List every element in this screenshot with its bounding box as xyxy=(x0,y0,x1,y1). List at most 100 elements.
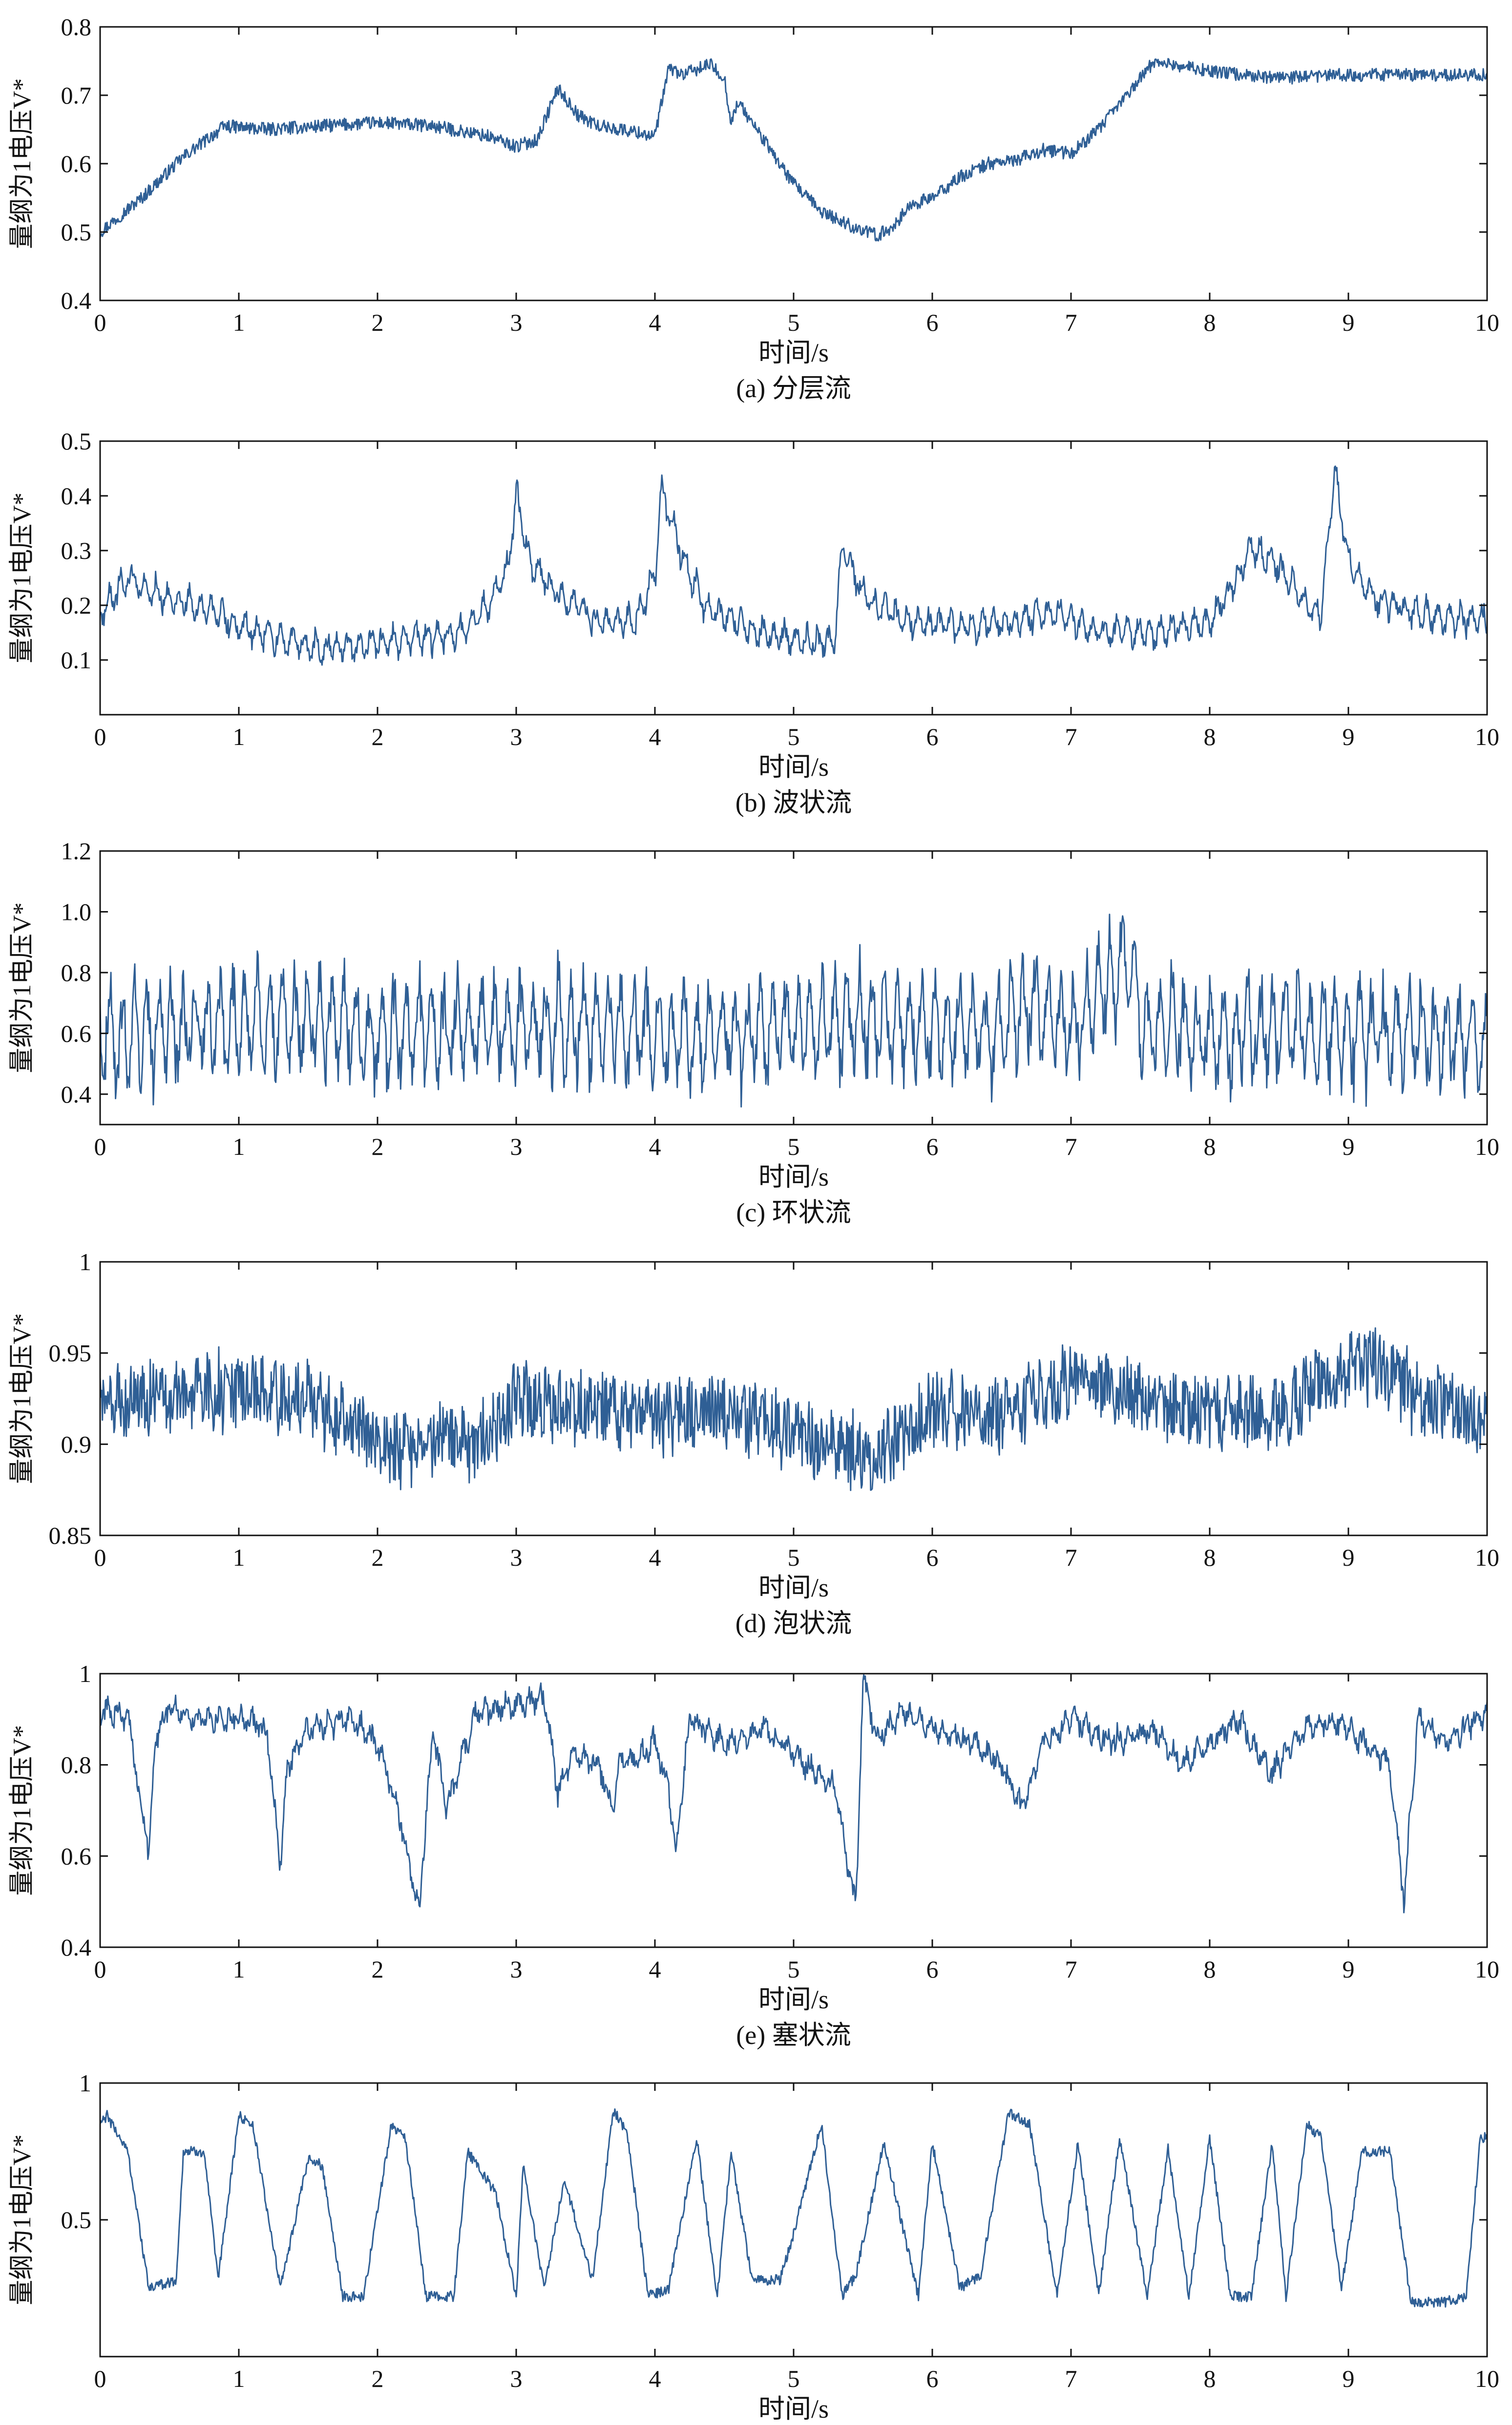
x-axis-label: 时间/s xyxy=(758,1985,829,2014)
x-tick-label: 3 xyxy=(510,2365,523,2392)
x-axis-label: 时间/s xyxy=(758,2394,829,2424)
x-tick-label: 7 xyxy=(1065,1133,1077,1160)
y-axis-label: 量纲为1电压V* xyxy=(8,2134,36,2305)
x-tick-label: 5 xyxy=(788,1133,800,1160)
x-tick-label: 10 xyxy=(1475,1544,1499,1571)
x-tick-label: 7 xyxy=(1065,1544,1077,1571)
panel-caption: (b) 波状流 xyxy=(735,788,852,817)
x-tick-label: 4 xyxy=(649,309,661,336)
x-tick-label: 5 xyxy=(788,1544,800,1571)
x-tick-label: 4 xyxy=(649,723,661,750)
x-tick-label: 3 xyxy=(510,1133,523,1160)
x-tick-label: 10 xyxy=(1475,1956,1499,1983)
x-tick-label: 0 xyxy=(94,723,106,750)
x-tick-label: 10 xyxy=(1475,2365,1499,2392)
x-tick-label: 3 xyxy=(510,309,523,336)
data-line-a xyxy=(99,58,1488,242)
x-tick-label: 4 xyxy=(649,1956,661,1983)
y-axis-label: 量纲为1电压V* xyxy=(8,492,36,663)
chart-panel-d: 0 1 2 3 4 5 6 7 8 9 10 0.85 0.9 0.95 1 时间/s 量纲为1电压V* (d) … xyxy=(8,1248,1499,1638)
panel-caption: (a) 分层流 xyxy=(736,374,851,403)
data-line-e xyxy=(99,1674,1488,1914)
y-tick-label: 0.5 xyxy=(61,2206,92,2234)
x-tick-label: 2 xyxy=(372,2365,384,2392)
x-tick-label: 7 xyxy=(1065,309,1077,336)
x-tick-label: 10 xyxy=(1475,1133,1499,1160)
x-tick-label: 2 xyxy=(372,309,384,336)
y-axis-label: 量纲为1电压V* xyxy=(8,1725,36,1896)
y-tick-label: 0.9 xyxy=(61,1430,92,1458)
x-tick-label: 0 xyxy=(94,2365,106,2392)
y-axis-label: 量纲为1电压V* xyxy=(8,1313,36,1484)
x-tick-label: 3 xyxy=(510,723,523,750)
y-axis-label: 量纲为1电压V* xyxy=(8,78,36,249)
x-tick-label: 2 xyxy=(372,1133,384,1160)
y-tick-label: 1 xyxy=(79,1660,91,1687)
y-tick-label: 0.3 xyxy=(61,537,92,564)
y-tick-label: 0.8 xyxy=(61,1751,92,1779)
x-tick-label: 3 xyxy=(510,1544,523,1571)
x-tick-label: 5 xyxy=(788,2365,800,2392)
x-tick-label: 2 xyxy=(372,1544,384,1571)
x-tick-label: 7 xyxy=(1065,2365,1077,2392)
x-tick-label: 7 xyxy=(1065,723,1077,750)
x-axis-label: 时间/s xyxy=(758,338,829,367)
y-tick-label: 0.2 xyxy=(61,592,92,619)
x-tick-label: 8 xyxy=(1204,309,1216,336)
y-tick-label: 0.85 xyxy=(49,1522,92,1549)
x-tick-label: 0 xyxy=(94,1956,106,1983)
x-tick-label: 9 xyxy=(1343,723,1355,750)
y-tick-label: 0.4 xyxy=(61,1081,92,1108)
x-tick-label: 2 xyxy=(372,1956,384,1983)
chart-panel-a: 0 1 2 3 4 5 6 7 8 9 10 0.4 0.5 0.6 0.7 0.8 时间/s 量纲为1电压V* (… xyxy=(8,13,1499,403)
x-tick-label: 5 xyxy=(788,723,800,750)
x-tick-label: 8 xyxy=(1204,723,1216,750)
x-tick-label: 6 xyxy=(926,723,939,750)
chart-panel-b: 0 1 2 3 4 5 6 7 8 9 10 0.1 0.2 0.3 0.4 0.5 时间/s 量纲为1电压V* (… xyxy=(8,427,1499,817)
panel-caption: (c) 环状流 xyxy=(736,1198,851,1227)
x-tick-label: 6 xyxy=(926,309,939,336)
x-tick-label: 8 xyxy=(1204,2365,1216,2392)
y-tick-label: 0.5 xyxy=(61,218,92,246)
y-tick-label: 0.7 xyxy=(61,82,92,109)
y-tick-label: 1.0 xyxy=(61,898,92,925)
x-tick-label: 4 xyxy=(649,1544,661,1571)
y-tick-label: 0.6 xyxy=(61,1842,92,1870)
x-tick-label: 1 xyxy=(233,1133,245,1160)
x-tick-label: 8 xyxy=(1204,1544,1216,1571)
y-axis-label: 量纲为1电压V* xyxy=(8,902,36,1073)
y-tick-label: 0.8 xyxy=(61,959,92,986)
y-tick-label: 0.8 xyxy=(61,13,92,41)
y-tick-label: 0.1 xyxy=(61,646,92,674)
x-tick-label: 8 xyxy=(1204,1956,1216,1983)
x-tick-label: 1 xyxy=(233,309,245,336)
y-tick-label: 1.2 xyxy=(61,837,92,865)
x-tick-label: 0 xyxy=(94,1544,106,1571)
x-tick-label: 0 xyxy=(94,1133,106,1160)
chart-panel-e: 0 1 2 3 4 5 6 7 8 9 10 0.4 0.6 0.8 1 时间/s 量纲为1电压V* (e) 塞状… xyxy=(8,1660,1499,2050)
x-tick-label: 3 xyxy=(510,1956,523,1983)
x-tick-label: 4 xyxy=(649,1133,661,1160)
y-tick-label: 1 xyxy=(79,2069,91,2097)
data-line-d xyxy=(99,1327,1488,1491)
x-tick-label: 4 xyxy=(649,2365,661,2392)
x-tick-label: 10 xyxy=(1475,309,1499,336)
x-tick-label: 5 xyxy=(788,309,800,336)
x-tick-label: 9 xyxy=(1343,1133,1355,1160)
y-tick-label: 1 xyxy=(79,1248,91,1276)
y-tick-label: 0.4 xyxy=(61,482,92,510)
x-tick-label: 1 xyxy=(233,723,245,750)
x-tick-label: 6 xyxy=(926,2365,939,2392)
y-tick-label: 0.95 xyxy=(49,1340,92,1367)
x-tick-label: 7 xyxy=(1065,1956,1077,1983)
x-tick-label: 10 xyxy=(1475,723,1499,750)
y-tick-label: 0.4 xyxy=(61,1934,92,1961)
x-tick-label: 1 xyxy=(233,1544,245,1571)
x-tick-label: 9 xyxy=(1343,1544,1355,1571)
x-tick-label: 5 xyxy=(788,1956,800,1983)
x-tick-label: 9 xyxy=(1343,309,1355,336)
x-tick-label: 6 xyxy=(926,1133,939,1160)
